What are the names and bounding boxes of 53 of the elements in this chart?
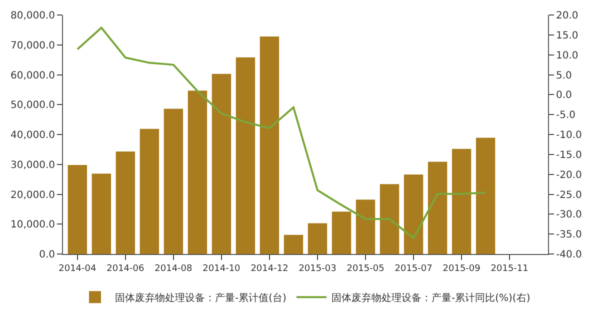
bar [380,184,400,254]
y2-tick-label: 0.0 [556,90,572,102]
bar [356,200,376,254]
legend-label: 固体废弃物处理设备：产量-累计同比(%)(右) [332,292,530,304]
y2-tick-label: -15.0 [556,150,582,161]
bar [332,212,352,254]
legend-label: 固体废弃物处理设备：产量-累计值(台) [115,292,287,304]
y-tick-label: 30,000.0 [10,160,55,171]
bar [428,162,448,254]
y-tick-label: 80,000.0 [10,10,55,22]
y2-tick-label: -20.0 [556,170,582,181]
x-tick-label: 2015-11 [490,264,528,274]
x-tick-label: 2014-08 [154,264,193,274]
y2-tick-label: -35.0 [556,230,582,241]
bar [404,174,424,254]
y-tick-label: 60,000.0 [10,70,55,82]
y-tick-label: 0.0 [39,250,55,260]
bar [284,234,304,254]
y2-tick-label: -25.0 [556,190,582,201]
y-tick-label: 10,000.0 [10,220,55,231]
bar [260,36,280,254]
x-tick-label: 2015-05 [346,264,384,274]
y-tick-label: 20,000.0 [10,190,55,201]
y-tick-label: 50,000.0 [10,100,55,112]
bar [92,174,112,254]
bar [164,108,184,254]
bar [116,152,136,254]
bar [188,90,208,254]
x-tick-label: 2014-04 [58,264,96,274]
y-tick-label: 40,000.0 [10,130,55,141]
x-tick-label: 2015-09 [442,264,481,274]
x-tick-label: 2015-03 [298,264,336,274]
bar [236,57,256,254]
y2-tick-label: 10.0 [556,50,578,62]
bar [212,74,232,254]
y2-tick-label: -40.0 [556,250,582,260]
y2-tick-label: 5.0 [556,70,572,82]
bar [140,128,160,254]
bar [308,223,328,254]
x-tick-label: 2014-06 [106,264,145,274]
bar [476,138,496,254]
y2-tick-label: -10.0 [556,130,582,141]
y2-tick-label: -5.0 [556,110,576,122]
y-tick-label: 70,000.0 [10,40,55,52]
y2-tick-label: 20.0 [556,10,578,22]
x-tick-label: 2014-12 [250,264,288,274]
y2-tick-label: 15.0 [556,30,578,42]
bar [452,148,472,254]
x-tick-label: 2015-07 [394,264,432,274]
x-tick-label: 2014-10 [202,264,241,274]
y2-tick-label: -30.0 [556,210,582,221]
bar [68,164,88,254]
line-series [76,26,487,240]
